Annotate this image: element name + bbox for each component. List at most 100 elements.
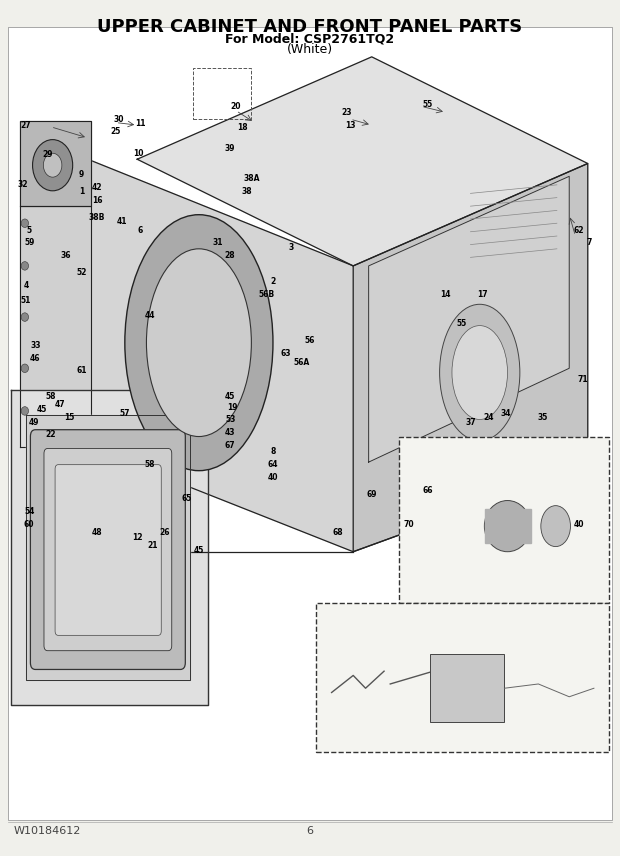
Text: 71: 71 <box>577 375 588 383</box>
Text: 47: 47 <box>55 401 65 409</box>
Text: 69: 69 <box>366 490 377 499</box>
Text: 14: 14 <box>441 289 451 299</box>
Text: 54: 54 <box>24 507 34 516</box>
Text: 6: 6 <box>138 225 143 235</box>
Text: 44: 44 <box>144 311 155 320</box>
Text: 60: 60 <box>24 520 35 529</box>
Text: (White): (White) <box>287 43 333 56</box>
Text: 58: 58 <box>45 392 56 401</box>
Ellipse shape <box>484 501 531 552</box>
Text: 9: 9 <box>79 170 84 179</box>
Ellipse shape <box>125 215 273 471</box>
Text: 56B: 56B <box>259 289 275 299</box>
Text: 59: 59 <box>24 238 34 247</box>
Text: 56: 56 <box>305 336 315 346</box>
Text: 6: 6 <box>306 826 314 835</box>
Text: 34: 34 <box>500 409 511 418</box>
Ellipse shape <box>541 506 570 547</box>
Text: 28: 28 <box>224 251 235 260</box>
Text: 45: 45 <box>37 405 46 413</box>
Text: 38: 38 <box>242 187 252 196</box>
Text: 3: 3 <box>289 242 294 252</box>
Text: 8: 8 <box>270 448 276 456</box>
Text: 55: 55 <box>456 319 466 329</box>
Text: 24: 24 <box>484 413 494 422</box>
Text: 42: 42 <box>92 183 102 192</box>
Text: 45: 45 <box>224 392 235 401</box>
Text: 49: 49 <box>29 418 38 426</box>
Text: 67: 67 <box>224 441 235 449</box>
Text: 27: 27 <box>20 121 32 129</box>
Text: 64: 64 <box>268 461 278 469</box>
Text: 48: 48 <box>92 528 102 538</box>
Text: 29: 29 <box>42 151 53 159</box>
Text: 30: 30 <box>113 115 124 123</box>
Text: 52: 52 <box>76 268 87 277</box>
Text: 13: 13 <box>345 121 355 129</box>
Text: 22: 22 <box>45 431 56 439</box>
Text: 12: 12 <box>132 532 143 542</box>
Text: 26: 26 <box>160 528 171 538</box>
Ellipse shape <box>440 304 520 441</box>
Text: 16: 16 <box>92 196 102 205</box>
Text: W10184612: W10184612 <box>14 826 81 835</box>
Text: 61: 61 <box>76 366 87 375</box>
Text: 11: 11 <box>135 119 146 128</box>
Text: 41: 41 <box>117 217 127 226</box>
Text: 57: 57 <box>120 409 130 418</box>
Bar <box>399 437 609 603</box>
Ellipse shape <box>146 249 251 437</box>
Text: 43: 43 <box>224 428 235 437</box>
Text: UPPER CABINET AND FRONT PANEL PARTS: UPPER CABINET AND FRONT PANEL PARTS <box>97 19 523 37</box>
Text: 32: 32 <box>18 181 29 189</box>
Polygon shape <box>353 163 588 552</box>
Ellipse shape <box>21 262 29 270</box>
Ellipse shape <box>43 153 62 177</box>
Text: 45: 45 <box>193 545 204 555</box>
Ellipse shape <box>21 312 29 321</box>
Text: 40: 40 <box>574 520 584 529</box>
Text: 5: 5 <box>27 225 32 235</box>
Bar <box>316 603 609 752</box>
Polygon shape <box>11 389 208 705</box>
Text: 68: 68 <box>332 528 343 538</box>
Polygon shape <box>369 176 569 462</box>
Text: 38A: 38A <box>243 175 260 183</box>
Ellipse shape <box>452 325 508 419</box>
Text: 25: 25 <box>110 128 121 136</box>
Bar <box>430 654 505 722</box>
Text: 55: 55 <box>422 100 432 109</box>
Text: 18: 18 <box>237 123 247 132</box>
Text: 1: 1 <box>79 187 84 196</box>
Text: 36: 36 <box>61 251 71 260</box>
Text: 33: 33 <box>30 341 40 350</box>
Polygon shape <box>485 509 531 544</box>
Text: 2: 2 <box>270 276 276 286</box>
FancyBboxPatch shape <box>55 465 161 635</box>
Text: 19: 19 <box>228 403 238 412</box>
Text: 70: 70 <box>404 520 414 529</box>
Text: 21: 21 <box>148 541 158 550</box>
Text: 20: 20 <box>231 102 241 110</box>
Bar <box>193 68 251 119</box>
Text: 66: 66 <box>422 486 433 495</box>
Text: 46: 46 <box>30 354 40 363</box>
Text: For Model: CSP2761TQ2: For Model: CSP2761TQ2 <box>226 33 394 45</box>
Text: 15: 15 <box>64 413 74 422</box>
Text: 10: 10 <box>133 149 144 158</box>
Text: 38B: 38B <box>89 213 105 222</box>
Ellipse shape <box>21 407 29 415</box>
Text: 65: 65 <box>182 494 192 503</box>
Polygon shape <box>20 206 91 447</box>
Text: 37: 37 <box>465 418 476 426</box>
Polygon shape <box>88 159 353 552</box>
Text: 58: 58 <box>144 461 155 469</box>
Polygon shape <box>20 121 91 206</box>
FancyBboxPatch shape <box>44 449 172 651</box>
Text: 31: 31 <box>212 238 223 247</box>
Text: 23: 23 <box>342 108 352 116</box>
Text: 35: 35 <box>538 413 548 422</box>
Polygon shape <box>26 415 190 680</box>
Text: 63: 63 <box>280 349 291 359</box>
Text: 39: 39 <box>224 145 235 153</box>
